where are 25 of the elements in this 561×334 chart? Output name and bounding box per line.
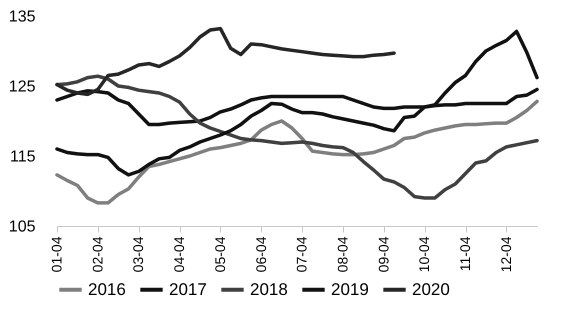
- x-tick-label: 12-04: [498, 236, 514, 272]
- x-tick-label: 04-04: [171, 236, 188, 272]
- x-tick-label: 10-04: [416, 236, 432, 272]
- legend-label: 2020: [412, 280, 450, 299]
- x-tick-label: 07-04: [294, 236, 310, 272]
- y-tick-label: 115: [10, 148, 36, 166]
- x-tick-label: 09-04: [375, 236, 392, 272]
- x-tick-label: 11-04: [457, 236, 474, 272]
- legend-label: 2019: [331, 280, 369, 299]
- legend-label: 2017: [169, 280, 207, 299]
- x-tick-label: 06-04: [252, 236, 269, 272]
- y-tick-label: 125: [8, 78, 36, 96]
- x-tick-label: 02-04: [89, 236, 106, 272]
- x-tick-label: 03-04: [130, 236, 146, 272]
- x-tick-label: 01-04: [48, 236, 64, 272]
- line-series: [55, 74, 539, 200]
- line-series: [55, 100, 539, 205]
- line-series: [55, 30, 539, 177]
- x-tick-label: 05-04: [212, 236, 228, 272]
- line-series: [55, 26, 396, 96]
- x-tick-label: 08-04: [334, 236, 350, 272]
- y-tick-label: 105: [8, 218, 36, 236]
- y-tick-label: 135: [8, 8, 36, 26]
- legend-label: 2018: [250, 280, 288, 299]
- legend-label: 2016: [88, 280, 126, 299]
